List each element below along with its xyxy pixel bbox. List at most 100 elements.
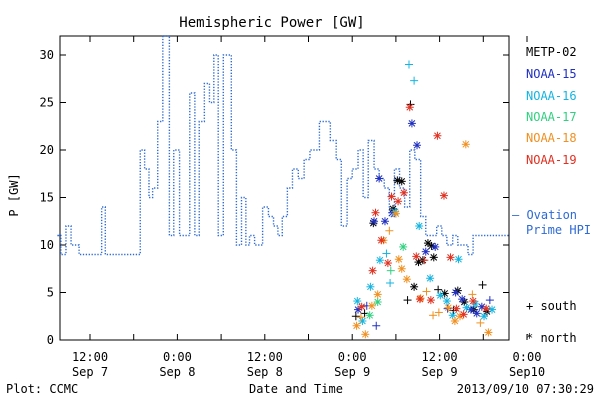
data-point-noaa-15: [431, 242, 440, 251]
point-stroke: [369, 267, 376, 275]
point-stroke: [368, 302, 376, 310]
data-point-metp-02: [478, 280, 487, 289]
point-stroke: [460, 310, 467, 318]
data-point-noaa-16: [426, 274, 435, 283]
data-point-noaa-18: [356, 313, 365, 322]
point-stroke: [424, 239, 432, 247]
point-stroke: [392, 210, 400, 218]
data-point-metp-02: [403, 296, 412, 305]
data-point-noaa-19: [371, 208, 380, 217]
data-point-noaa-18: [422, 287, 431, 296]
y-tick-label: 10: [40, 238, 54, 252]
data-point-noaa-18: [391, 209, 400, 218]
x-tick-label-date: Sep 9: [422, 365, 458, 379]
data-point-noaa-19: [459, 310, 468, 319]
point-stroke: [469, 297, 477, 305]
data-point-noaa-19: [377, 236, 386, 245]
data-point-noaa-18: [434, 308, 443, 317]
x-axis-label: Date and Time: [249, 382, 343, 396]
point-stroke: [478, 303, 486, 311]
data-point-noaa-16: [436, 291, 445, 300]
x-tick-label-time: 12:00: [72, 350, 108, 364]
data-point-metp-02: [429, 253, 438, 262]
chart-title: Hemispheric Power [GW]: [179, 15, 364, 31]
point-stroke: [415, 222, 423, 230]
point-stroke: [353, 297, 361, 305]
data-point-noaa-18: [394, 255, 403, 264]
footer-credit: Plot: CCMC: [6, 382, 78, 396]
data-point-noaa-19: [420, 256, 429, 265]
point-stroke: [358, 303, 366, 311]
data-point-noaa-17: [365, 311, 374, 320]
point-stroke: [398, 265, 406, 273]
axes: [59, 35, 528, 341]
point-stroke: [412, 253, 420, 260]
point-stroke: [440, 192, 448, 199]
data-point-noaa-19: [399, 188, 408, 197]
legend-north-marker: * north: [526, 331, 577, 345]
data-point-noaa-16: [358, 317, 367, 325]
legend: METP-02 NOAA-15 NOAA-16 NOAA-17 NOAA-18 …: [512, 45, 591, 345]
data-point-noaa-18: [444, 303, 453, 312]
point-stroke: [395, 255, 403, 263]
footer-timestamp: 2013/09/10 07:30:29: [457, 382, 594, 396]
legend-item-noaa-18: NOAA-18: [526, 131, 577, 145]
point-stroke: [436, 291, 444, 299]
x-tick-label-date: Sep 7: [72, 365, 108, 379]
point-stroke: [374, 298, 382, 306]
point-stroke: [406, 103, 414, 111]
data-point-metp-02: [410, 282, 419, 291]
y-axis-label: P [GW]: [7, 173, 21, 216]
point-stroke: [416, 295, 424, 303]
legend-item-metp-02: METP-02: [526, 45, 577, 59]
point-stroke: [463, 304, 470, 312]
data-point-noaa-19: [446, 253, 455, 262]
x-tick-label-time: 0:00: [163, 350, 192, 364]
data-point-noaa-19: [368, 266, 377, 275]
data-point-noaa-19: [383, 259, 392, 268]
point-stroke: [449, 311, 457, 319]
data-point-noaa-15: [413, 141, 422, 150]
data-point-noaa-18: [373, 290, 382, 299]
x-tick-label-date: Sep 8: [159, 365, 195, 379]
data-point-noaa-18: [484, 328, 493, 337]
data-point-noaa-18: [468, 290, 477, 299]
legend-ovation-line1: — Ovation: [512, 208, 577, 222]
data-point-noaa-16: [382, 249, 391, 258]
data-point-noaa-15: [380, 217, 389, 226]
data-point-noaa-19: [357, 302, 366, 311]
x-tick-label-date: Sep 9: [334, 365, 370, 379]
point-stroke: [353, 322, 360, 330]
point-stroke: [480, 312, 488, 320]
data-point-noaa-15: [370, 217, 379, 226]
point-stroke: [367, 283, 374, 291]
data-point-noaa-19: [426, 296, 435, 305]
data-point-noaa-17: [399, 242, 408, 251]
y-tick-label: 0: [47, 333, 54, 347]
data-point-noaa-19: [394, 197, 403, 206]
point-stroke: [361, 330, 369, 338]
point-stroke: [430, 253, 438, 261]
data-point-noaa-19: [482, 304, 491, 313]
point-stroke: [400, 189, 408, 197]
data-point-noaa-15: [372, 321, 381, 330]
x-tick-label-time: 0:00: [513, 350, 542, 364]
y-tick-label: 15: [40, 191, 54, 205]
data-point-noaa-16: [353, 297, 362, 306]
point-stroke: [458, 295, 466, 303]
y-tick-label: 5: [47, 286, 54, 300]
ovation-hpi-line: [57, 35, 509, 256]
point-stroke: [473, 310, 481, 317]
data-point-noaa-19: [387, 192, 396, 201]
x-tick-label-time: 12:00: [247, 350, 283, 364]
point-stroke: [399, 243, 407, 251]
data-point-noaa-16: [480, 312, 489, 321]
plot-frame: [59, 35, 510, 341]
point-stroke: [413, 141, 421, 149]
point-stroke: [354, 306, 362, 313]
data-point-noaa-18: [402, 275, 411, 284]
point-stroke: [408, 120, 416, 127]
data-point-noaa-18: [455, 312, 464, 321]
point-stroke: [394, 197, 402, 205]
